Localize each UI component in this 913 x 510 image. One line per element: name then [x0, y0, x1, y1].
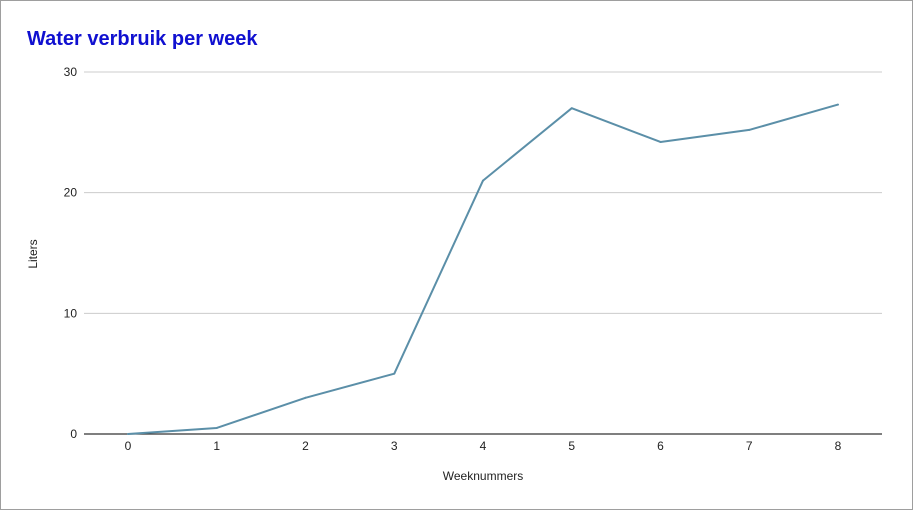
data-point [570, 107, 573, 110]
data-point [304, 396, 307, 399]
y-tick-label: 10 [64, 306, 78, 320]
gridlines [84, 71, 882, 435]
x-tick-label: 4 [480, 439, 487, 453]
x-tick-label: 8 [835, 439, 842, 453]
data-point [215, 426, 218, 429]
y-tick-labels: 0 10 20 30 [64, 65, 78, 441]
x-tick-label: 6 [657, 439, 664, 453]
data-point [748, 128, 751, 131]
data-point [393, 372, 396, 375]
y-tick-label: 20 [64, 186, 78, 200]
series-line [127, 103, 839, 435]
x-tick-label: 0 [125, 439, 132, 453]
y-axis-title: Liters [26, 239, 40, 268]
x-tick-labels: 0 1 2 3 4 5 6 7 8 [125, 439, 842, 453]
y-tick-label: 0 [70, 427, 77, 441]
x-tick-label: 7 [746, 439, 753, 453]
series-layer [127, 103, 839, 435]
x-axis-title: Weeknummers [443, 469, 523, 483]
data-point [659, 140, 662, 143]
x-tick-label: 2 [302, 439, 309, 453]
data-point [482, 179, 484, 182]
x-tick-label: 1 [213, 439, 220, 453]
data-point [127, 433, 129, 435]
data-point [837, 103, 839, 106]
x-tick-label: 3 [391, 439, 398, 453]
x-tick-label: 5 [568, 439, 575, 453]
y-tick-label: 30 [64, 65, 78, 79]
chart-title: Water verbruik per week [27, 28, 258, 50]
